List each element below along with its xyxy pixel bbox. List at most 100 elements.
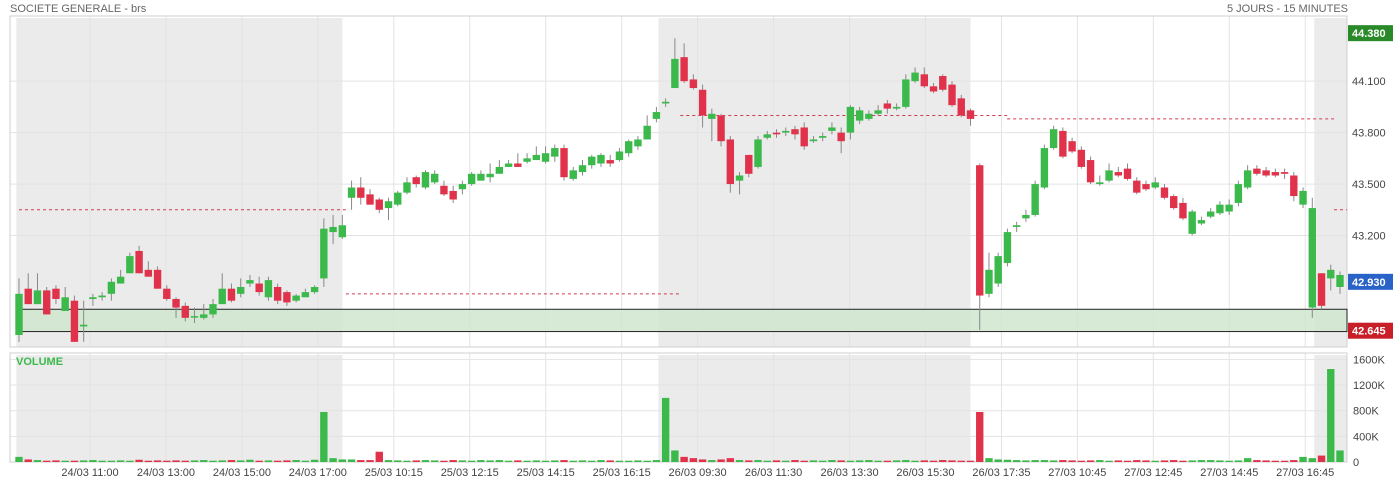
candles <box>15 38 1344 342</box>
volume-bar <box>800 460 808 462</box>
volume-bar <box>855 460 864 462</box>
volume-bar <box>939 460 947 462</box>
volume-bar <box>1059 460 1067 462</box>
volume-bar <box>200 460 208 462</box>
volume-bar <box>292 460 300 462</box>
candle-body <box>283 292 291 303</box>
candle-body <box>403 182 411 193</box>
volume-bar <box>597 460 605 462</box>
volume-bar <box>467 460 476 462</box>
candle-body <box>338 225 347 238</box>
volume-bar <box>412 460 420 462</box>
price-badge-label: 42.930 <box>1352 277 1386 289</box>
candle-body <box>467 173 476 185</box>
candle-body <box>264 280 273 298</box>
volume-bar <box>1280 460 1289 462</box>
candle-body <box>874 110 882 114</box>
candle-body <box>976 165 984 296</box>
candle-body <box>892 106 901 109</box>
volume-bar <box>754 460 762 462</box>
volume-bar <box>615 460 624 462</box>
candle-body <box>273 286 282 301</box>
volume-bar <box>1068 460 1076 462</box>
price-tick-label: 44.100 <box>1352 76 1386 88</box>
volume-bar <box>1216 460 1224 462</box>
volume-bar <box>680 456 688 462</box>
volume-bar <box>837 460 845 462</box>
volume-bar <box>1253 460 1261 462</box>
candle-body <box>366 194 374 205</box>
price-badge-label: 44.380 <box>1352 28 1386 40</box>
candle-body <box>1151 182 1159 188</box>
volume-bar <box>1327 369 1335 462</box>
volume-bar <box>735 460 744 462</box>
volume-bar <box>1206 460 1215 462</box>
volume-bar <box>782 460 790 462</box>
volume-bar <box>1077 460 1086 462</box>
candle-body <box>708 113 716 119</box>
volume-bar <box>486 460 494 462</box>
volume-bar <box>1290 460 1298 462</box>
volume-bar <box>190 460 199 462</box>
candle-body <box>1206 211 1215 217</box>
candle-body <box>181 305 189 318</box>
candle-body <box>624 141 633 154</box>
candle-body <box>1123 168 1132 179</box>
price-badges: 44.380 42.930 42.645 <box>1348 25 1393 339</box>
time-tick-label: 25/03 16:15 <box>593 467 651 479</box>
session-shading <box>16 18 1347 462</box>
volume-bar <box>1271 460 1280 462</box>
time-tick-label: 25/03 14:15 <box>517 467 575 479</box>
candle-body <box>754 139 762 167</box>
candle-body <box>1077 149 1086 167</box>
candle-body <box>1022 214 1030 219</box>
time-tick-label: 26/03 09:30 <box>669 467 727 479</box>
volume-bar <box>264 460 273 462</box>
volume-bar <box>310 459 319 462</box>
volume-bar <box>1133 460 1141 462</box>
volume-bar <box>347 459 356 462</box>
session-shade <box>16 355 343 462</box>
candle-body <box>1012 225 1021 227</box>
volume-bar <box>1096 460 1104 462</box>
volume-bar <box>1243 458 1252 462</box>
candle-body <box>458 184 467 190</box>
volume-bar <box>366 460 374 462</box>
volume-tick-label: 1200K <box>1353 380 1385 392</box>
volume-bar <box>717 459 725 462</box>
volume-bar <box>1170 460 1178 462</box>
volume-bar <box>504 460 513 462</box>
volume-bar <box>551 460 559 462</box>
candle-body <box>43 290 51 315</box>
volume-bar <box>745 460 753 462</box>
candle-body <box>1105 170 1113 181</box>
candle-body <box>52 288 60 299</box>
candle-body <box>634 139 642 147</box>
volume-bar <box>477 460 485 462</box>
volume-bar <box>320 411 328 462</box>
volume-tick-label: 800K <box>1353 406 1379 418</box>
volume-bar <box>892 460 901 462</box>
volume-bar <box>163 460 171 462</box>
reference-levels <box>19 114 1347 295</box>
volume-bar <box>255 460 263 462</box>
volume-bar <box>135 459 143 462</box>
volume-bar <box>394 460 402 462</box>
candle-body <box>532 154 541 161</box>
candle-body <box>477 173 485 181</box>
price-frame <box>9 15 1348 348</box>
candle-body <box>929 86 938 92</box>
candle-body <box>310 286 319 293</box>
volume-bar <box>246 459 254 462</box>
candle-body <box>514 163 522 167</box>
volume-bar <box>976 411 984 462</box>
candle-body <box>957 98 965 116</box>
candle-body <box>246 280 254 284</box>
time-tick-label: 27/03 14:45 <box>1200 467 1258 479</box>
candle-body <box>939 76 947 90</box>
candle-body <box>320 228 328 279</box>
period-label: 5 JOURS - 15 MINUTES <box>1226 3 1348 15</box>
candle-body <box>237 286 245 294</box>
volume-tick-label: 0 <box>1353 457 1359 469</box>
